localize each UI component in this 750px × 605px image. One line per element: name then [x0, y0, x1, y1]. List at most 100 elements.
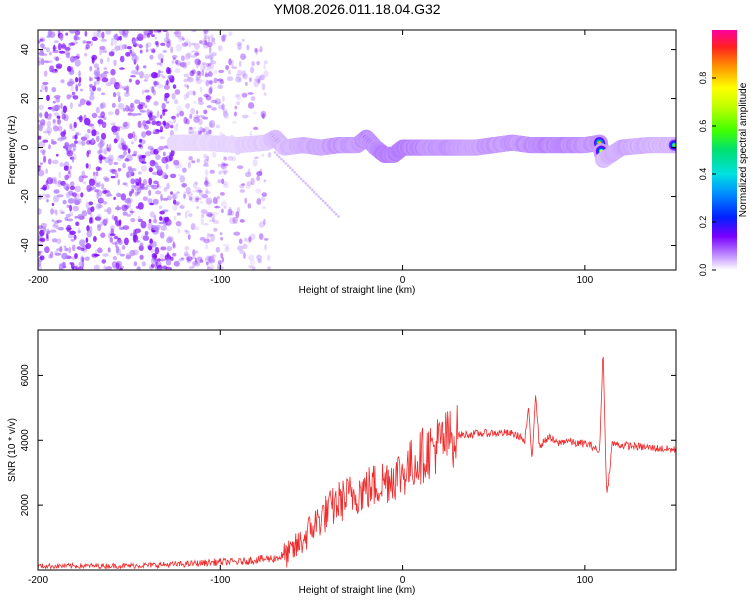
- noise-speckle: [128, 169, 133, 174]
- noise-speckle: [251, 96, 256, 101]
- noise-speckle: [118, 96, 121, 103]
- noise-speckle: [102, 122, 107, 128]
- noise-speckle: [209, 121, 212, 127]
- noise-speckle: [248, 255, 254, 261]
- noise-trail: [293, 171, 296, 174]
- noise-speckle: [85, 243, 91, 249]
- noise-speckle: [40, 187, 47, 189]
- noise-speckle: [128, 108, 134, 112]
- noise-speckle: [99, 154, 103, 160]
- noise-speckle: [256, 198, 261, 205]
- noise-speckle: [199, 191, 203, 196]
- noise-speckle: [169, 152, 172, 156]
- noise-speckle: [193, 127, 196, 130]
- noise-speckle: [109, 51, 115, 56]
- noise-speckle: [74, 200, 79, 203]
- noise-speckle: [70, 262, 72, 265]
- noise-speckle: [174, 162, 179, 169]
- noise-speckle: [176, 44, 182, 52]
- noise-speckle: [117, 92, 121, 96]
- noise-speckle: [172, 205, 177, 211]
- noise-speckle: [211, 107, 217, 111]
- noise-speckle: [224, 206, 227, 209]
- noise-speckle: [173, 118, 176, 123]
- noise-speckle: [54, 69, 57, 72]
- noise-speckle: [129, 191, 132, 197]
- noise-speckle: [225, 65, 229, 70]
- noise-speckle: [64, 51, 70, 55]
- noise-speckle: [99, 49, 102, 56]
- noise-speckle: [53, 223, 56, 226]
- noise-speckle: [196, 63, 199, 68]
- noise-speckle: [220, 232, 223, 235]
- noise-speckle: [40, 255, 45, 260]
- noise-speckle: [212, 152, 217, 158]
- noise-speckle: [222, 96, 225, 102]
- noise-speckle: [118, 103, 125, 109]
- noise-speckle: [114, 138, 118, 143]
- noise-speckle: [49, 65, 54, 72]
- noise-speckle: [97, 247, 102, 253]
- noise-speckle: [137, 154, 144, 159]
- noise-speckle: [159, 254, 164, 258]
- noise-speckle: [137, 266, 140, 269]
- noise-speckle: [123, 33, 128, 38]
- noise-speckle: [218, 164, 222, 167]
- noise-speckle: [114, 39, 117, 46]
- noise-speckle: [52, 160, 59, 165]
- noise-speckle: [103, 201, 107, 205]
- noise-speckle: [195, 115, 200, 120]
- noise-trail: [274, 151, 277, 154]
- noise-speckle: [45, 169, 48, 174]
- noise-speckle: [246, 185, 251, 189]
- noise-speckle: [86, 202, 90, 209]
- noise-speckle: [59, 172, 62, 178]
- noise-speckle: [220, 192, 225, 196]
- noise-trail: [278, 156, 281, 159]
- noise-speckle: [169, 74, 173, 78]
- noise-speckle: [184, 230, 187, 233]
- noise-speckle: [196, 75, 199, 82]
- noise-speckle: [178, 174, 180, 177]
- noise-speckle: [148, 190, 151, 196]
- noise-speckle: [262, 113, 265, 119]
- noise-speckle: [157, 111, 160, 118]
- noise-speckle: [200, 87, 203, 92]
- noise-speckle: [153, 81, 159, 85]
- noise-speckle: [93, 172, 96, 176]
- noise-speckle: [113, 131, 119, 135]
- noise-speckle: [46, 95, 50, 101]
- noise-trail: [282, 160, 285, 163]
- noise-speckle: [90, 92, 94, 95]
- noise-speckle: [40, 149, 46, 153]
- noise-speckle: [171, 60, 174, 64]
- noise-speckle: [197, 159, 201, 163]
- noise-speckle: [221, 209, 224, 214]
- noise-speckle: [237, 245, 243, 251]
- noise-speckle: [242, 70, 247, 77]
- noise-speckle: [101, 39, 107, 42]
- noise-speckle: [129, 211, 134, 214]
- noise-speckle: [53, 45, 56, 52]
- noise-speckle: [129, 79, 132, 83]
- noise-speckle: [123, 122, 128, 128]
- noise-speckle: [166, 246, 172, 251]
- noise-speckle: [78, 70, 81, 77]
- noise-speckle: [170, 191, 173, 195]
- noise-speckle: [205, 93, 208, 99]
- noise-speckle: [89, 178, 93, 181]
- noise-speckle: [84, 53, 87, 57]
- noise-speckle: [205, 71, 207, 76]
- noise-speckle: [192, 249, 195, 256]
- noise-speckle: [228, 70, 231, 74]
- noise-speckle: [50, 229, 56, 232]
- noise-speckle: [95, 74, 100, 78]
- noise-speckle: [58, 126, 63, 132]
- noise-speckle: [264, 238, 269, 241]
- noise-speckle: [144, 74, 149, 80]
- noise-speckle: [153, 116, 156, 121]
- noise-trail: [322, 200, 325, 203]
- noise-speckle: [79, 115, 83, 122]
- noise-speckle: [40, 119, 46, 126]
